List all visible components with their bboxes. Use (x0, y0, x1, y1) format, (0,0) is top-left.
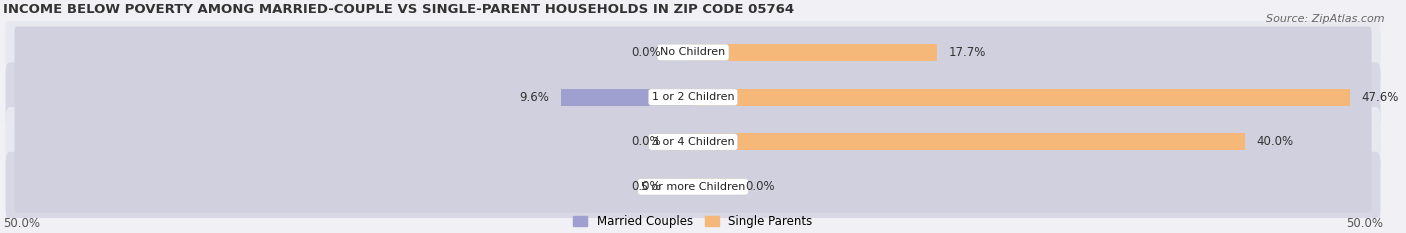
Text: Source: ZipAtlas.com: Source: ZipAtlas.com (1267, 14, 1385, 24)
FancyBboxPatch shape (14, 116, 1371, 168)
FancyBboxPatch shape (14, 27, 1371, 78)
FancyBboxPatch shape (6, 62, 1381, 132)
FancyBboxPatch shape (6, 107, 1381, 177)
Text: 0.0%: 0.0% (631, 135, 661, 148)
Text: 0.0%: 0.0% (631, 46, 661, 59)
Text: No Children: No Children (661, 48, 725, 58)
Bar (693, 44, 938, 61)
Bar (693, 178, 734, 195)
Text: 47.6%: 47.6% (1361, 91, 1399, 104)
Text: 17.7%: 17.7% (949, 46, 986, 59)
Text: INCOME BELOW POVERTY AMONG MARRIED-COUPLE VS SINGLE-PARENT HOUSEHOLDS IN ZIP COD: INCOME BELOW POVERTY AMONG MARRIED-COUPL… (3, 3, 794, 16)
Text: 9.6%: 9.6% (520, 91, 550, 104)
FancyBboxPatch shape (14, 161, 1371, 213)
FancyBboxPatch shape (6, 17, 1381, 87)
Bar (672, 178, 693, 195)
FancyBboxPatch shape (6, 152, 1381, 222)
FancyBboxPatch shape (14, 71, 1371, 123)
Text: 1 or 2 Children: 1 or 2 Children (652, 92, 734, 102)
Text: 0.0%: 0.0% (631, 180, 661, 193)
Text: 3 or 4 Children: 3 or 4 Children (652, 137, 734, 147)
Bar (693, 134, 1246, 151)
Bar (693, 89, 1350, 106)
Text: 40.0%: 40.0% (1257, 135, 1294, 148)
Text: 0.0%: 0.0% (745, 180, 775, 193)
Legend: Married Couples, Single Parents: Married Couples, Single Parents (574, 215, 813, 228)
Text: 50.0%: 50.0% (1347, 217, 1384, 230)
Bar (561, 89, 693, 106)
Text: 50.0%: 50.0% (3, 217, 39, 230)
Text: 5 or more Children: 5 or more Children (641, 182, 745, 192)
